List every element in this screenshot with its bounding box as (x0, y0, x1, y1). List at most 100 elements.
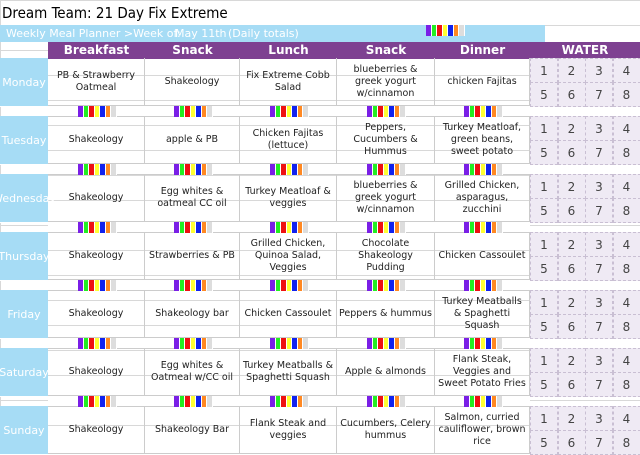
water-cup-6[interactable]: 6 (558, 430, 586, 455)
water-cup-7[interactable]: 7 (585, 314, 613, 339)
water-cup-4[interactable]: 4 (613, 406, 640, 431)
water-cup-6[interactable]: 6 (558, 82, 586, 107)
daily-totals-label: (Daily totals) (228, 25, 299, 42)
water-cup-7[interactable]: 7 (585, 82, 613, 107)
meal-cell[interactable]: Shakeology (48, 232, 145, 280)
water-cup-4[interactable]: 4 (613, 232, 640, 257)
water-cup-5[interactable]: 5 (530, 314, 558, 339)
water-cup-2[interactable]: 2 (558, 290, 586, 315)
meal-cell[interactable]: Salmon, curried cauliflower, brown rice (435, 406, 530, 454)
meal-cell[interactable]: Grilled Chicken, Quinoa Salad, Veggies (240, 232, 337, 280)
header-0: Breakfast (48, 42, 145, 59)
water-cup-2[interactable]: 2 (558, 406, 586, 431)
meal-cell[interactable]: chicken Fajitas (435, 58, 530, 106)
water-cup-7[interactable]: 7 (585, 140, 613, 165)
meal-cell[interactable]: PB & Strawberry Oatmeal (48, 58, 145, 106)
water-cup-6[interactable]: 6 (558, 314, 586, 339)
day-label-friday: Friday (0, 290, 48, 339)
water-cup-8[interactable]: 8 (613, 140, 640, 165)
water-cup-1[interactable]: 1 (530, 406, 558, 431)
water-cup-3[interactable]: 3 (585, 116, 613, 141)
water-cup-3[interactable]: 3 (585, 174, 613, 199)
meal-cell[interactable]: Shakeology (48, 348, 145, 396)
meal-cell[interactable]: Peppers & hummus (337, 290, 435, 338)
water-cup-6[interactable]: 6 (558, 198, 586, 223)
meal-cell[interactable]: Turkey Meatballs & Spaghetti Squash (240, 348, 337, 396)
week-date[interactable]: May 11th (175, 25, 227, 42)
water-cup-4[interactable]: 4 (613, 116, 640, 141)
meal-cell[interactable]: Shakeology bar (145, 290, 240, 338)
meal-cell[interactable]: apple & PB (145, 116, 240, 164)
water-cup-1[interactable]: 1 (530, 290, 558, 315)
water-cup-5[interactable]: 5 (530, 140, 558, 165)
water-cup-3[interactable]: 3 (585, 290, 613, 315)
meal-cell[interactable]: Chicken Cassoulet (435, 232, 530, 280)
meal-cell[interactable]: blueberries & greek yogurt w/cinnamon (337, 58, 435, 106)
meal-cell[interactable]: Chicken Cassoulet (240, 290, 337, 338)
meal-cell[interactable]: Shakeology (145, 58, 240, 106)
water-cup-1[interactable]: 1 (530, 348, 558, 373)
meal-cell[interactable]: Turkey Meatballs & Spaghetti Squash (435, 290, 530, 338)
water-cup-5[interactable]: 5 (530, 82, 558, 107)
water-cup-1[interactable]: 1 (530, 232, 558, 257)
water-cup-4[interactable]: 4 (613, 348, 640, 373)
meal-cell[interactable]: Chocolate Shakeology Pudding (337, 232, 435, 280)
meal-cell[interactable]: Strawberries & PB (145, 232, 240, 280)
water-cup-8[interactable]: 8 (613, 256, 640, 281)
meal-cell[interactable]: blueberries & greek yogurt w/cinnamon (337, 174, 435, 222)
water-cup-2[interactable]: 2 (558, 116, 586, 141)
water-cup-7[interactable]: 7 (585, 372, 613, 397)
meal-cell[interactable]: Peppers, Cucumbers & Hummus (337, 116, 435, 164)
meal-cell[interactable]: Chicken Fajitas (lettuce) (240, 116, 337, 164)
water-cup-5[interactable]: 5 (530, 430, 558, 455)
header-2: Lunch (240, 42, 337, 59)
meal-cell[interactable]: Shakeology Bar (145, 406, 240, 454)
meal-cell[interactable]: Egg whites & Oatmeal w/CC oil (145, 348, 240, 396)
water-cup-3[interactable]: 3 (585, 348, 613, 373)
meal-cell[interactable]: Shakeology (48, 116, 145, 164)
water-cup-3[interactable]: 3 (585, 58, 613, 83)
water-cup-5[interactable]: 5 (530, 256, 558, 281)
meal-cell[interactable]: Apple & almonds (337, 348, 435, 396)
water-cup-8[interactable]: 8 (613, 198, 640, 223)
meal-cell[interactable]: Turkey Meatloaf, green beans, sweet pota… (435, 116, 530, 164)
water-cup-3[interactable]: 3 (585, 232, 613, 257)
meal-cell[interactable]: Shakeology (48, 174, 145, 222)
water-cup-6[interactable]: 6 (558, 372, 586, 397)
water-cup-8[interactable]: 8 (613, 430, 640, 455)
meal-cell[interactable]: Flank Steak, Veggies and Sweet Potato Fr… (435, 348, 530, 396)
water-cup-4[interactable]: 4 (613, 58, 640, 83)
meal-cell[interactable]: Egg whites & oatmeal CC oil (145, 174, 240, 222)
water-cup-2[interactable]: 2 (558, 174, 586, 199)
container-block[interactable] (459, 25, 465, 36)
water-cup-1[interactable]: 1 (530, 58, 558, 83)
water-cup-8[interactable]: 8 (613, 82, 640, 107)
water-cup-2[interactable]: 2 (558, 348, 586, 373)
meal-cell[interactable]: Shakeology (48, 290, 145, 338)
water-cup-7[interactable]: 7 (585, 198, 613, 223)
day-label-saturday: Saturday (0, 348, 48, 397)
water-cup-7[interactable]: 7 (585, 256, 613, 281)
water-cup-7[interactable]: 7 (585, 430, 613, 455)
water-cup-1[interactable]: 1 (530, 116, 558, 141)
water-cup-6[interactable]: 6 (558, 140, 586, 165)
meal-cell[interactable]: Grilled Chicken, asparagus, zucchini (435, 174, 530, 222)
meal-cell[interactable]: Fix Extreme Cobb Salad (240, 58, 337, 106)
water-cup-1[interactable]: 1 (530, 174, 558, 199)
water-cup-2[interactable]: 2 (558, 58, 586, 83)
meal-cell[interactable]: Shakeology (48, 406, 145, 454)
water-cup-5[interactable]: 5 (530, 372, 558, 397)
water-cup-8[interactable]: 8 (613, 372, 640, 397)
water-cup-4[interactable]: 4 (613, 290, 640, 315)
meal-cell[interactable]: Cucumbers, Celery hummus (337, 406, 435, 454)
water-cup-5[interactable]: 5 (530, 198, 558, 223)
water-cup-3[interactable]: 3 (585, 406, 613, 431)
header-5: WATER (530, 42, 640, 59)
water-cup-4[interactable]: 4 (613, 174, 640, 199)
water-cup-8[interactable]: 8 (613, 314, 640, 339)
meal-cell[interactable]: Turkey Meatloaf & veggies (240, 174, 337, 222)
water-cup-6[interactable]: 6 (558, 256, 586, 281)
header-4: Dinner (435, 42, 530, 59)
meal-cell[interactable]: Flank Steak and veggies (240, 406, 337, 454)
water-cup-2[interactable]: 2 (558, 232, 586, 257)
